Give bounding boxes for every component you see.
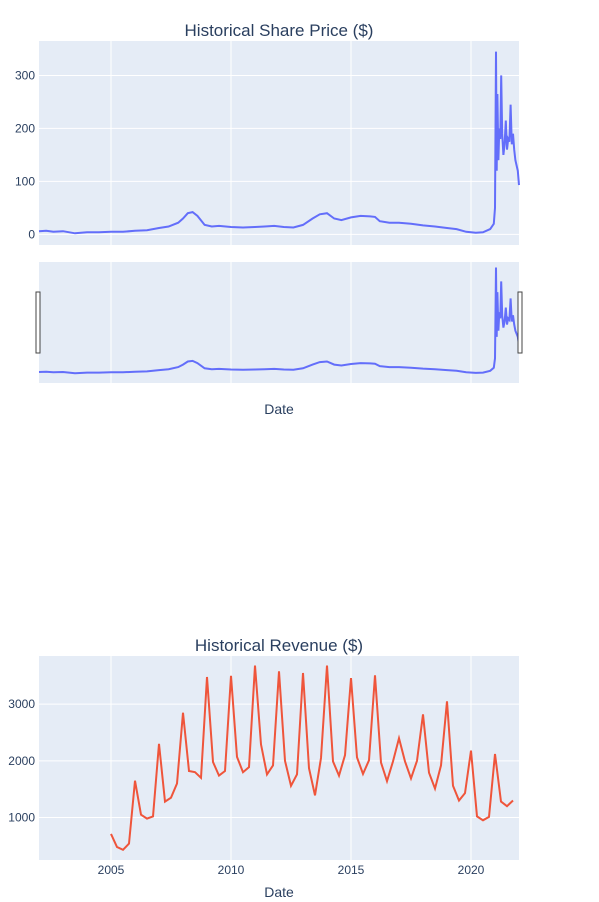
x-tick-label: 2015 (338, 863, 365, 877)
range-slider-right-handle[interactable] (517, 291, 523, 354)
x-tick-label: 2010 (218, 863, 245, 877)
revenue-line (110, 665, 514, 852)
y-tick-label: 100 (15, 174, 35, 188)
y-tick-label: 200 (15, 121, 35, 135)
range-slider-line (38, 267, 520, 375)
range-slider-left-handle[interactable] (35, 291, 41, 354)
x-axis-title: Date (264, 401, 294, 417)
x-tick-label: 2005 (98, 863, 125, 877)
y-tick-label: 300 (15, 68, 35, 82)
chart-title: Historical Revenue ($) (195, 636, 363, 655)
x-tick-label: 2020 (458, 863, 485, 877)
y-tick-label: 3000 (8, 697, 35, 711)
y-tick-label: 2000 (8, 754, 35, 768)
y-tick-label: 0 (28, 227, 35, 241)
chart-title: Historical Share Price ($) (185, 21, 374, 40)
y-tick-label: 1000 (8, 811, 35, 825)
x-axis-title: Date (264, 884, 294, 900)
range-slider[interactable] (39, 262, 519, 383)
plot-area (39, 656, 519, 860)
price-line (38, 51, 520, 235)
